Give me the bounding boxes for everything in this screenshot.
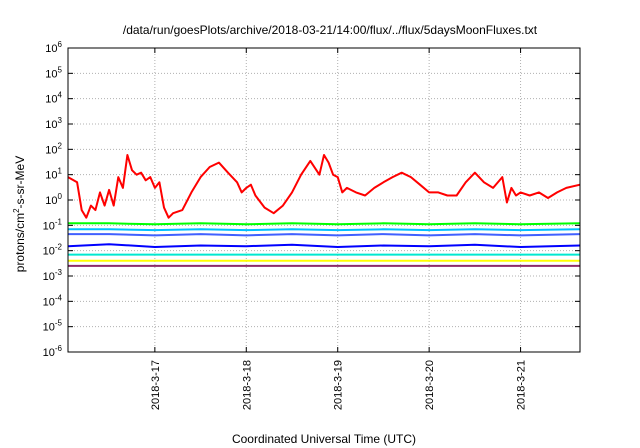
y-tick-label: 10-2 xyxy=(43,243,63,258)
y-tick-label: 102 xyxy=(45,141,62,156)
y-tick-label: 101 xyxy=(45,167,62,182)
x-tick-label: 2018-3-20 xyxy=(424,360,436,410)
y-tick-label: 10-3 xyxy=(43,268,63,283)
chart-title: /data/run/goesPlots/archive/2018-03-21/1… xyxy=(123,23,538,37)
y-tick-label: 105 xyxy=(45,65,62,80)
x-tick-label: 2018-3-17 xyxy=(150,360,162,410)
series-line-1 xyxy=(67,154,581,219)
x-tick-label: 2018-3-18 xyxy=(241,360,253,410)
series-line-3 xyxy=(68,228,581,232)
y-tick-label: 104 xyxy=(45,91,62,106)
y-tick-label: 106 xyxy=(45,40,62,55)
y-axis-label: protons/cm2-s-sr-MeV xyxy=(12,156,27,272)
grid-lines xyxy=(68,48,580,352)
x-tick-labels: 2018-3-17 2018-3-18 2018-3-19 2018-3-20 2018… xyxy=(150,360,528,410)
y-tick-label: 100 xyxy=(45,192,62,207)
x-axis-label: Coordinated Universal Time (UTC) xyxy=(232,432,416,446)
y-tick-label: 10-1 xyxy=(43,217,63,232)
y-tick-label: 10-4 xyxy=(43,293,63,308)
x-tick-label: 2018-3-19 xyxy=(333,360,345,410)
axis-ticks xyxy=(68,47,580,353)
series-line-4 xyxy=(68,233,581,237)
y-tick-labels: 106 105 104 103 102 101 100 10-1 10-2 10-3 10-4 10-… xyxy=(43,40,63,359)
x-tick-label: 2018-3-21 xyxy=(516,360,528,410)
series-group xyxy=(67,154,581,267)
y-tick-label: 103 xyxy=(45,116,62,131)
series-line-2 xyxy=(68,222,581,226)
y-tick-label: 10-5 xyxy=(43,319,63,334)
series-line-5 xyxy=(67,243,581,248)
y-tick-label: 10-6 xyxy=(43,344,63,359)
